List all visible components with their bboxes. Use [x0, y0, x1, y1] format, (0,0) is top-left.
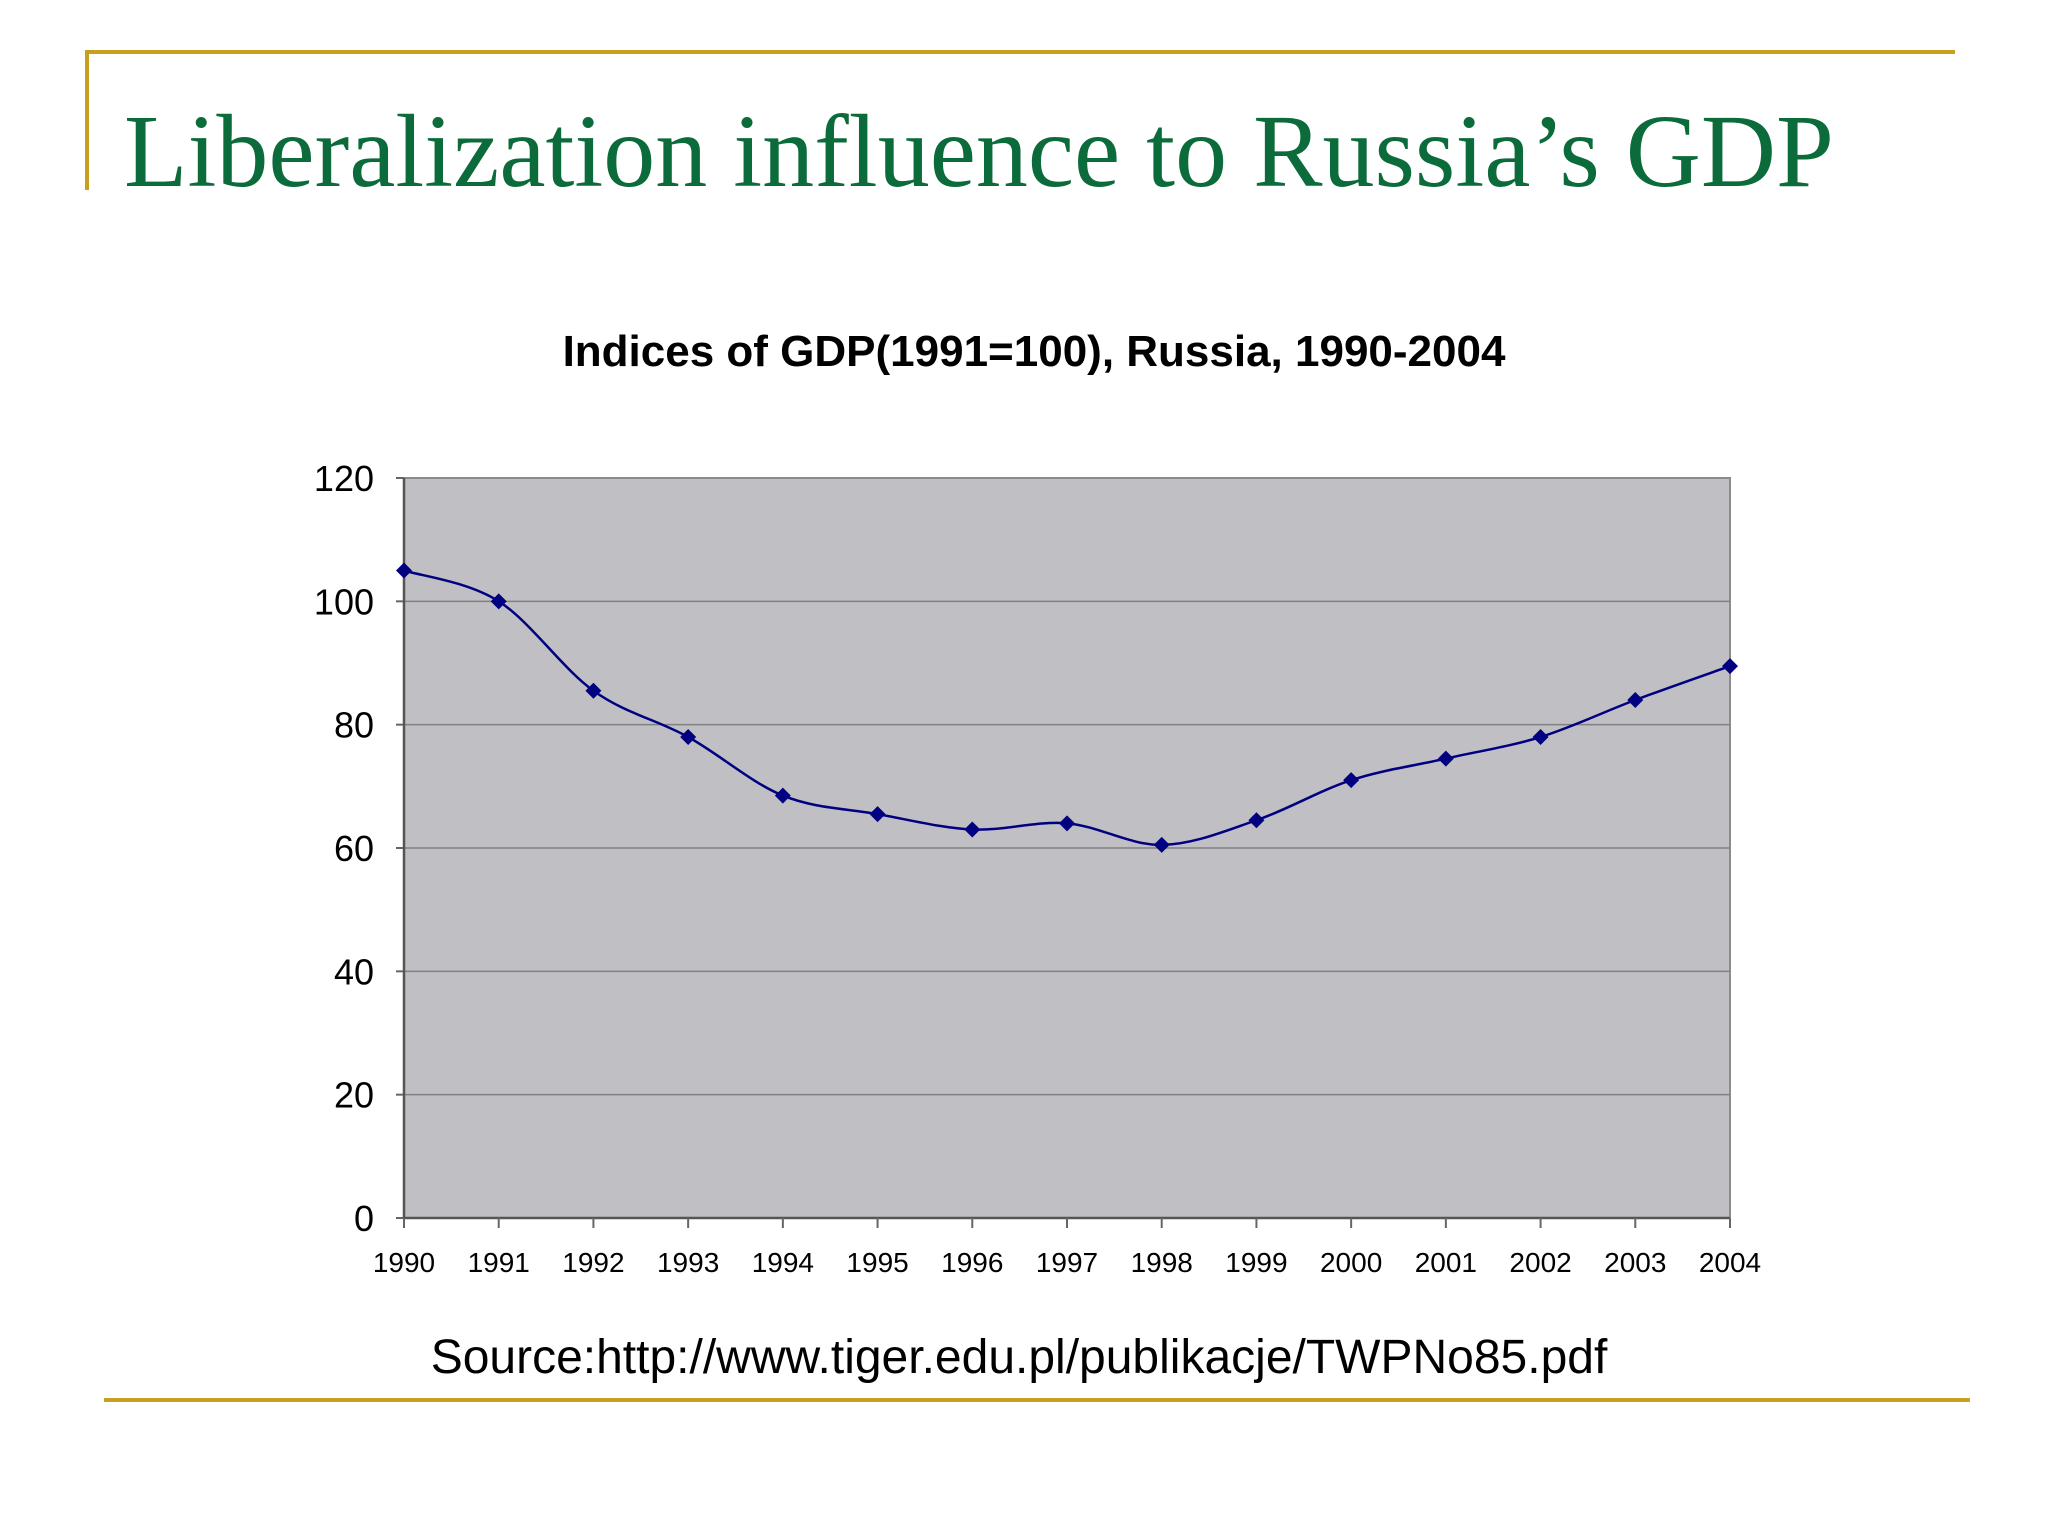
x-tick-label: 1990 — [373, 1247, 435, 1278]
source-note: Source:http://www.tiger.edu.pl/publikacj… — [430, 1331, 1608, 1384]
data-point-2000 — [1343, 772, 1360, 789]
data-point-1990 — [396, 562, 412, 579]
top-rule — [85, 50, 1955, 54]
gridlines — [396, 477, 1730, 1219]
data-point-2004 — [1722, 658, 1738, 675]
data-point-1998 — [1153, 836, 1170, 853]
x-tick-label: 2004 — [1699, 1247, 1761, 1278]
axes — [402, 478, 1731, 1228]
left-rule — [85, 50, 89, 190]
data-point-1995 — [869, 806, 886, 823]
y-tick-label: 100 — [314, 581, 374, 622]
bottom-rule — [104, 1398, 1970, 1402]
data-point-1991 — [490, 593, 507, 610]
data-point-1999 — [1248, 812, 1265, 829]
x-tick-label: 1997 — [1036, 1247, 1098, 1278]
data-point-1997 — [1059, 815, 1075, 832]
x-tick-label: 1993 — [657, 1247, 719, 1278]
chart-title: Indices of GDP(1991=100), Russia, 1990-2… — [562, 327, 1506, 376]
x-tick-label: 1995 — [846, 1247, 908, 1278]
x-tick-label: 2000 — [1320, 1247, 1382, 1278]
data-point-2001 — [1437, 750, 1454, 767]
x-tick-label: 1999 — [1225, 1247, 1287, 1278]
data-point-1992 — [585, 682, 602, 699]
x-tick-label: 1991 — [468, 1247, 530, 1278]
data-markers — [396, 562, 1738, 853]
data-point-1994 — [774, 787, 791, 804]
y-tick-labels: 0 20 40 60 80 100 120 — [314, 458, 374, 1239]
y-tick-label: 120 — [314, 458, 374, 499]
y-tick-label: 20 — [334, 1075, 374, 1116]
x-tick-label: 1994 — [752, 1247, 814, 1278]
slide-title: Liberalization influence to Russia’s GDP — [124, 94, 1834, 209]
x-tick-label: 1992 — [562, 1247, 624, 1278]
x-tick-label: 2001 — [1415, 1247, 1477, 1278]
data-point-1993 — [680, 729, 697, 745]
x-tick-label: 1996 — [941, 1247, 1003, 1278]
data-point-2002 — [1532, 729, 1549, 745]
data-point-1996 — [964, 821, 981, 838]
y-tick-label: 0 — [354, 1198, 374, 1239]
x-tick-label: 1998 — [1131, 1247, 1193, 1278]
x-tick-label: 2002 — [1509, 1247, 1571, 1278]
x-tick-labels: 1990 1991 1992 1993 1994 1995 1996 1997 1998 1999… — [373, 1247, 1761, 1278]
y-tick-label: 40 — [334, 951, 374, 992]
data-point-2003 — [1627, 692, 1644, 708]
y-tick-label: 80 — [334, 705, 374, 746]
y-tick-label: 60 — [334, 828, 374, 869]
x-tick-label: 2003 — [1604, 1247, 1666, 1278]
